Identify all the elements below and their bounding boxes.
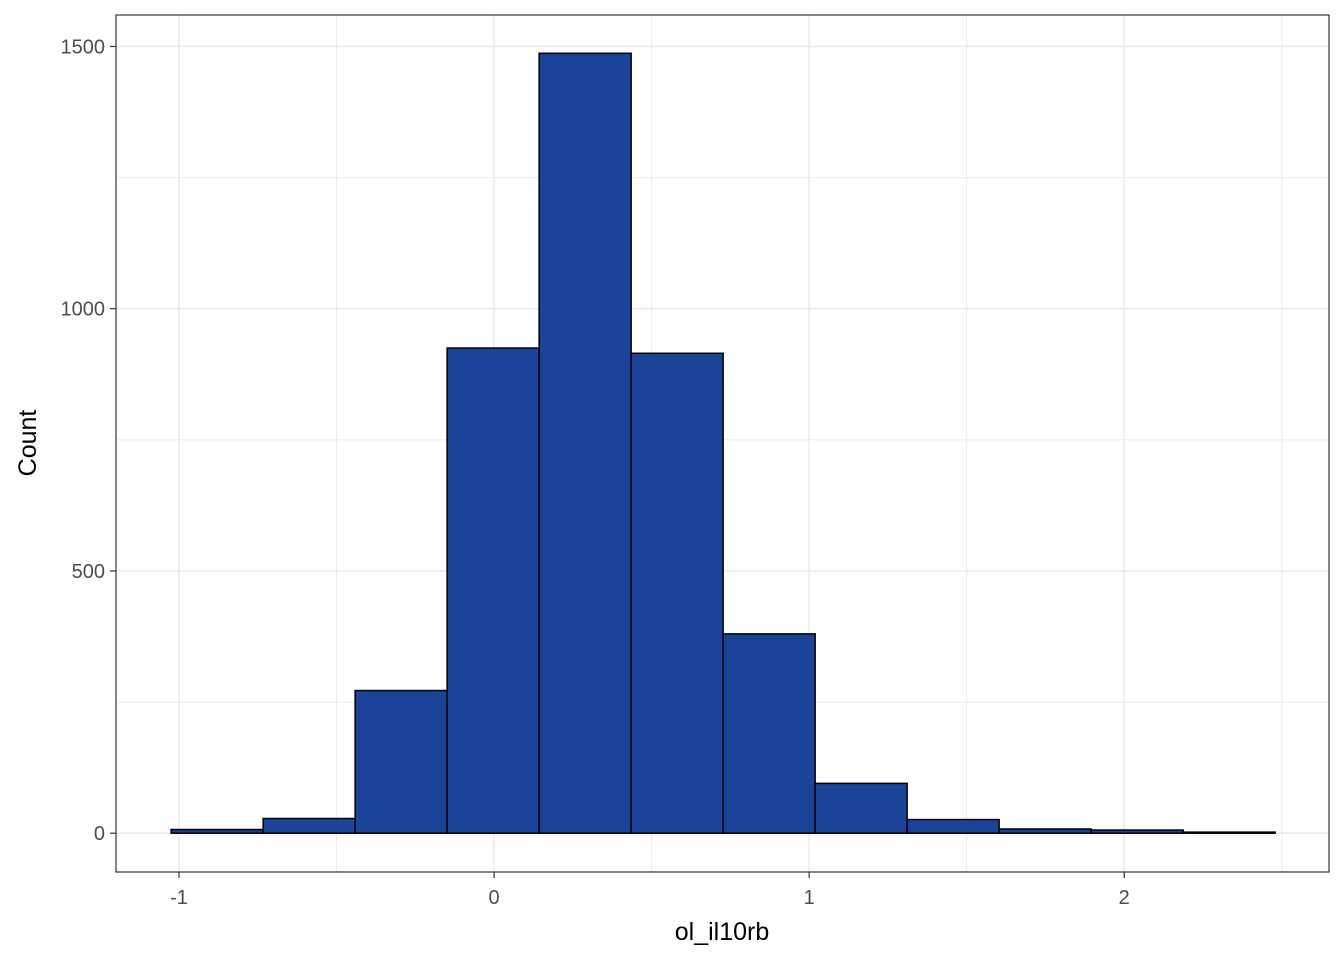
histogram-bar-9 xyxy=(906,818,1000,834)
histogram-bar-6 xyxy=(630,352,724,834)
histogram-bar-2 xyxy=(262,817,356,834)
x-tick-label: 2 xyxy=(1119,887,1130,909)
histogram-bar-10 xyxy=(998,828,1092,834)
y-tick-label: 1500 xyxy=(61,36,106,58)
x-axis-title: ol_il10rb xyxy=(675,918,770,946)
panel-border xyxy=(115,14,1330,873)
y-tick-label: 500 xyxy=(72,561,105,583)
histogram-bar-7 xyxy=(722,633,816,834)
y-axis-title: Count xyxy=(14,410,42,477)
x-tick-label: 1 xyxy=(804,887,815,909)
y-tick-label: 1000 xyxy=(61,299,106,321)
histogram-bar-4 xyxy=(446,347,540,834)
x-tick-label: 0 xyxy=(489,887,500,909)
x-tick-label: -1 xyxy=(170,887,188,909)
histogram-bar-12 xyxy=(1182,831,1276,834)
histogram-bar-5 xyxy=(538,52,632,834)
histogram-bar-1 xyxy=(170,828,264,834)
histogram-bar-3 xyxy=(354,689,448,834)
y-tick-label: 0 xyxy=(94,823,105,845)
bars-layer xyxy=(170,52,1276,834)
histogram-bar-11 xyxy=(1090,829,1184,834)
axis-layer: -1 0 1 2 0 500 1000 1500 xyxy=(61,36,1130,909)
histogram-bar-8 xyxy=(814,782,908,834)
